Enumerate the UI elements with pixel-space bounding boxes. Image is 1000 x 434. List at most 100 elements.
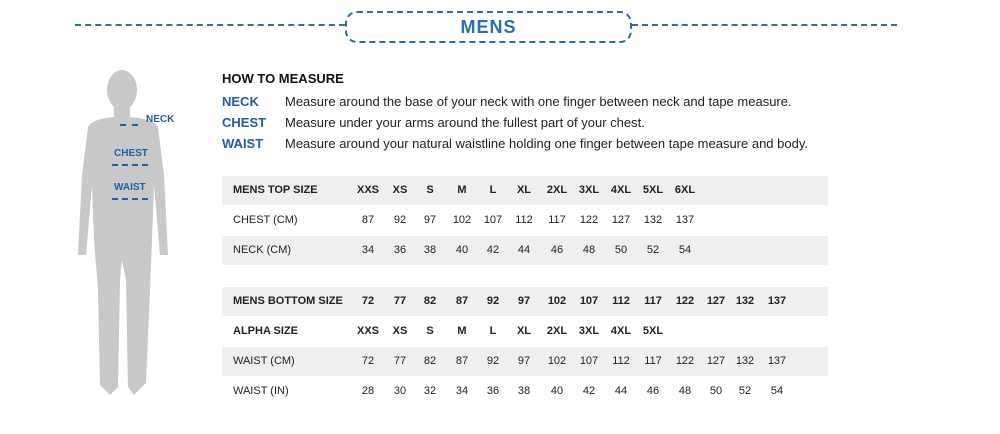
table-cell: 72 [361, 295, 375, 307]
row-label: WAIST (IN) [233, 385, 289, 397]
how-to-heading: HOW TO MEASURE [222, 71, 344, 86]
table-cell: 112 [515, 214, 533, 226]
row-label: WAIST (CM) [233, 355, 295, 367]
figure-label-chest: CHEST [114, 148, 148, 159]
table-cell: 44 [614, 385, 628, 397]
table-cell: 117 [644, 355, 662, 367]
table-cell: 92 [486, 295, 500, 307]
table-cell: 5XL [642, 184, 664, 196]
table-cell: 87 [455, 355, 469, 367]
row-label: ALPHA SIZE [233, 325, 298, 337]
table-cell: 2XL [546, 325, 568, 337]
table-cell: 34 [361, 244, 375, 256]
table-cell: 3XL [578, 184, 600, 196]
table-cell: L [489, 184, 497, 196]
bottom-size-row: WAIST (IN) 28 30 32 34 36 38 40 42 44 46 48 50 52 54 [222, 377, 828, 406]
table-cell: M [457, 325, 467, 337]
table-cell: 3XL [578, 325, 600, 337]
table-cell: 137 [675, 214, 695, 226]
table-cell: 44 [517, 244, 531, 256]
table-cell: 117 [644, 295, 662, 307]
table-cell: 132 [643, 214, 663, 226]
table-cell: 77 [393, 355, 407, 367]
table-cell: M [457, 184, 467, 196]
bottom-size-row: WAIST (CM) 72 77 82 87 92 97 102 107 112 117 122 127… [222, 347, 828, 376]
table-cell: 132 [735, 295, 755, 307]
table-cell: 92 [486, 355, 500, 367]
table-cell: 48 [582, 244, 596, 256]
body-silhouette [78, 70, 168, 395]
top-size-row: NECK (CM) 34 36 38 40 42 44 46 48 50 52 54 [222, 236, 828, 265]
table-cell: XL [516, 184, 532, 196]
table-cell: 52 [738, 385, 752, 397]
neck-marker [120, 124, 138, 126]
table-cell: 36 [393, 244, 407, 256]
table-cell: 97 [517, 295, 531, 307]
top-size-row: CHEST (CM) 87 92 97 102 107 112 117 122 127 132 137 [222, 206, 828, 235]
table-cell: 137 [767, 355, 787, 367]
table-cell: 38 [423, 244, 437, 256]
measure-key: CHEST [222, 115, 267, 130]
table-cell: 4XL [610, 184, 632, 196]
table-cell: XS [392, 184, 408, 196]
table-cell: 92 [393, 214, 407, 226]
table-cell: 137 [767, 295, 787, 307]
table-cell: 87 [361, 214, 375, 226]
table-cell: 46 [646, 385, 660, 397]
table-cell: 82 [423, 295, 437, 307]
title-divider-left [75, 24, 345, 26]
measure-key: WAIST [222, 136, 264, 151]
table-cell: 127 [706, 295, 726, 307]
row-label: MENS BOTTOM SIZE [233, 295, 343, 307]
table-cell: 102 [547, 355, 567, 367]
table-cell: 117 [548, 214, 566, 226]
table-cell: 36 [486, 385, 500, 397]
table-cell: 4XL [610, 325, 632, 337]
chest-marker [112, 164, 148, 166]
measure-key: NECK [222, 94, 259, 109]
table-cell: S [426, 184, 434, 196]
table-cell: 107 [483, 214, 503, 226]
measure-text: Measure around the base of your neck wit… [285, 94, 792, 109]
table-cell: 132 [735, 355, 755, 367]
table-cell: 52 [646, 244, 660, 256]
table-cell: 97 [517, 355, 531, 367]
table-cell: 42 [582, 385, 596, 397]
table-cell: 127 [706, 355, 726, 367]
table-cell: XXS [356, 184, 379, 196]
table-cell: 112 [612, 295, 630, 307]
table-cell: S [426, 325, 434, 337]
table-cell: 50 [709, 385, 723, 397]
table-cell: 54 [770, 385, 784, 397]
table-cell: XL [516, 325, 532, 337]
table-cell: 127 [611, 214, 631, 226]
table-cell: 122 [675, 355, 695, 367]
bottom-size-row: ALPHA SIZE XXS XS S M L XL 2XL 3XL 4XL 5XL [222, 317, 828, 346]
table-cell: 5XL [642, 325, 664, 337]
waist-marker [112, 198, 148, 200]
table-cell: 54 [678, 244, 692, 256]
figure-label-waist: WAIST [114, 182, 146, 193]
table-cell: 32 [423, 385, 437, 397]
table-cell: 122 [675, 295, 695, 307]
table-cell: 2XL [546, 184, 568, 196]
table-cell: 112 [612, 355, 630, 367]
table-cell: 50 [614, 244, 628, 256]
table-cell: 30 [393, 385, 407, 397]
table-cell: 87 [455, 295, 469, 307]
table-cell: XXS [356, 325, 379, 337]
row-label: NECK (CM) [233, 244, 292, 256]
measure-text: Measure under your arms around the fulle… [285, 115, 645, 130]
table-cell: 97 [423, 214, 437, 226]
table-cell: 28 [361, 385, 375, 397]
top-size-row: MENS TOP SIZE XXS XS S M L XL 2XL 3XL 4XL 5XL 6XL [222, 176, 828, 205]
table-cell: 82 [423, 355, 437, 367]
table-cell: 40 [455, 244, 469, 256]
table-cell: 102 [547, 295, 567, 307]
table-cell: 34 [455, 385, 469, 397]
table-cell: L [489, 325, 497, 337]
table-cell: 72 [361, 355, 375, 367]
table-cell: 46 [550, 244, 564, 256]
table-cell: 42 [486, 244, 500, 256]
table-cell: 38 [517, 385, 531, 397]
